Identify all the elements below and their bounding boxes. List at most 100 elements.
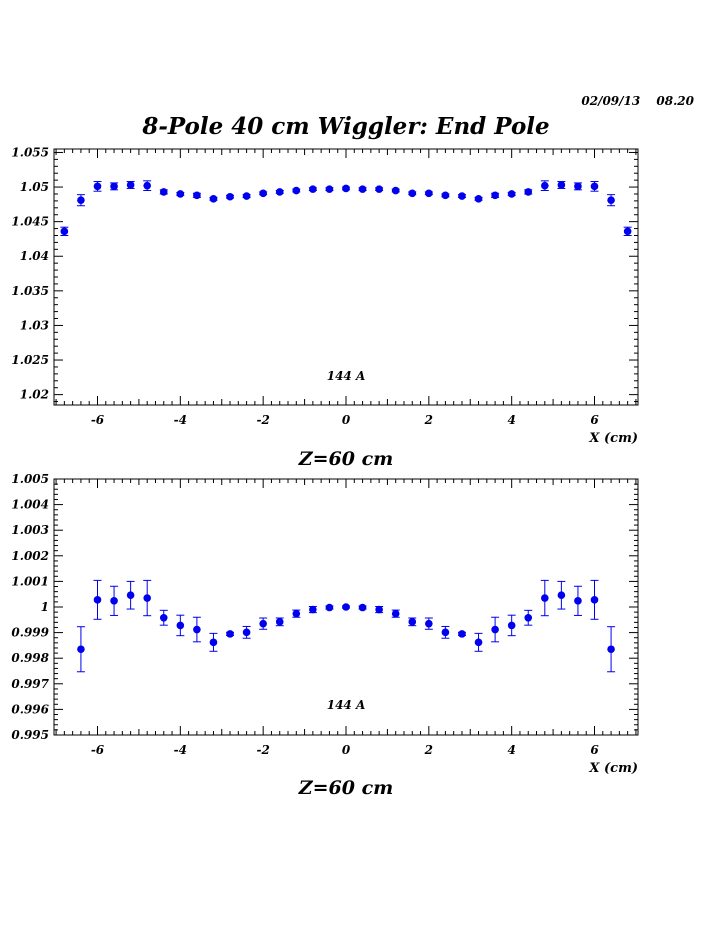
bottom-x-tick-label: 6 <box>590 743 599 757</box>
bottom-x-tick-label: 0 <box>342 743 351 757</box>
bottom-data-point <box>193 625 201 634</box>
top-x-tick-label: 4 <box>507 413 515 427</box>
bottom-x-tick-label: 2 <box>424 743 433 757</box>
top-y-tick-label: 1.045 <box>11 215 49 229</box>
bottom-x-tick-label: -6 <box>91 743 105 757</box>
top-y-tick-label: 1.055 <box>11 145 49 159</box>
top-data-point <box>159 188 168 196</box>
bottom-y-tick-label: 0.995 <box>11 728 49 742</box>
bottom-y-tick-label: 1.005 <box>11 472 49 486</box>
top-x-tick-label: 2 <box>424 413 433 427</box>
top-data-point <box>524 188 533 196</box>
top-z-caption: Z=60 cm <box>298 448 394 470</box>
bottom-data-point <box>507 621 516 630</box>
bottom-current-annotation: 144 A <box>327 698 366 712</box>
top-data-point <box>126 181 135 189</box>
top-data-point <box>590 182 599 191</box>
top-data-point <box>474 195 483 203</box>
timestamp-date: 02/09/13 <box>581 94 640 108</box>
bottom-data-point <box>325 603 334 612</box>
bottom-data-point <box>176 621 185 630</box>
bottom-panel-plot: -6 -4 -2 0 2 4 6 0.995 0.996 0.997 0.998 0.999 1 1.00… <box>11 472 639 799</box>
top-data-point <box>77 196 85 204</box>
top-data-point <box>259 189 267 198</box>
top-y-tick-label: 1.02 <box>20 388 49 402</box>
top-data-point <box>325 185 334 193</box>
bottom-data-point <box>474 638 483 647</box>
bottom-data-point <box>292 609 301 618</box>
top-data-point <box>557 181 566 189</box>
top-data-point <box>60 227 69 236</box>
top-data-point <box>342 184 350 193</box>
bottom-x-tick-label: -2 <box>256 743 269 757</box>
top-data-point <box>309 185 317 193</box>
bottom-x-tick-label: 4 <box>507 743 515 757</box>
top-data-point <box>491 191 499 200</box>
bottom-data-point <box>425 619 433 628</box>
bottom-data-point <box>607 645 615 654</box>
bottom-data-point <box>375 605 383 614</box>
top-data-point <box>425 189 433 198</box>
top-x-tick-label: 0 <box>342 413 351 427</box>
bottom-data-point <box>143 594 151 602</box>
bottom-y-tick-label: 0.996 <box>11 702 49 716</box>
bottom-data-point <box>557 591 566 600</box>
top-y-tick-label: 1.025 <box>11 353 49 367</box>
bottom-data-point <box>309 605 317 614</box>
bottom-data-point <box>209 638 218 647</box>
top-data-point <box>607 196 615 204</box>
top-data-point <box>143 181 151 190</box>
bottom-data-point <box>275 618 284 626</box>
top-data-point <box>507 190 516 198</box>
bottom-data-point <box>226 630 234 638</box>
bottom-data-point <box>408 618 417 626</box>
bottom-data-point <box>259 619 267 628</box>
top-data-point <box>292 186 301 195</box>
bottom-data-point <box>574 597 582 605</box>
top-current-annotation: 144 A <box>327 369 366 383</box>
top-data-point <box>193 191 201 200</box>
bottom-data-point <box>77 645 85 654</box>
bottom-data-point <box>242 628 251 637</box>
timestamp-time: 08.20 <box>656 94 694 108</box>
top-x-tick-label: 6 <box>590 413 599 427</box>
bottom-data-point <box>441 628 450 637</box>
top-y-tick-label: 1.04 <box>20 249 49 263</box>
bottom-y-tick-label: 1 <box>41 600 49 614</box>
bottom-data-point <box>458 630 466 638</box>
bottom-y-tick-label: 0.997 <box>11 677 49 691</box>
bottom-z-caption: Z=60 cm <box>298 777 394 799</box>
bottom-data-point <box>491 625 499 634</box>
bottom-data-point <box>93 596 102 604</box>
bottom-data-point <box>358 603 367 612</box>
bottom-y-tick-label: 1.001 <box>11 574 49 588</box>
bottom-data-point <box>590 596 599 604</box>
top-data-point <box>574 182 582 191</box>
top-x-tick-label: -4 <box>174 413 187 427</box>
bottom-y-tick-label: 1.002 <box>11 549 49 563</box>
top-data-point <box>358 185 367 193</box>
bottom-data-point <box>110 597 118 605</box>
top-y-tick-label: 1.035 <box>11 284 49 298</box>
timestamp: 02/09/13 08.20 <box>581 94 694 108</box>
top-data-point <box>275 188 284 196</box>
top-y-tick-label: 1.03 <box>20 318 49 332</box>
top-data-point <box>226 192 234 201</box>
top-data-point <box>93 182 102 191</box>
bottom-data-point <box>391 609 400 618</box>
bottom-data-point <box>524 613 533 622</box>
bottom-data-point <box>126 591 135 600</box>
top-y-tick-label: 1.05 <box>20 180 49 194</box>
top-x-axis-label: X (cm) <box>588 431 638 446</box>
top-data-point <box>375 185 383 193</box>
bottom-y-tick-label: 1.003 <box>11 523 49 537</box>
top-x-tick-label: -2 <box>256 413 269 427</box>
bottom-y-tick-label: 0.998 <box>11 651 49 665</box>
top-data-point <box>441 191 450 200</box>
top-data-point <box>176 190 185 198</box>
top-data-point <box>110 182 118 191</box>
bottom-data-point <box>159 613 168 622</box>
bottom-x-tick-label: -4 <box>174 743 187 757</box>
bottom-data-point <box>541 594 549 602</box>
